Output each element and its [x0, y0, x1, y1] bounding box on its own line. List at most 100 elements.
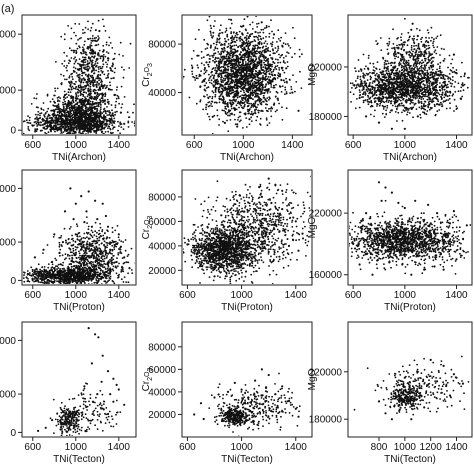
scatter-point: [271, 80, 274, 83]
scatter-point: [214, 93, 217, 96]
scatter-point: [248, 118, 251, 121]
scatter-point: [431, 107, 433, 109]
scatter-point: [272, 33, 276, 36]
scatter-point: [42, 126, 45, 129]
scatter-point: [122, 76, 125, 79]
y-axis-title: Cr2O3: [141, 63, 154, 87]
scatter-point: [80, 103, 83, 106]
scatter-point: [263, 73, 266, 75]
scatter-point: [434, 105, 436, 108]
scatter-point: [257, 22, 260, 25]
scatter-point: [84, 128, 86, 131]
scatter-point: [247, 59, 250, 61]
scatter-point: [91, 102, 94, 105]
scatter-point: [93, 111, 96, 114]
scatter-point: [254, 110, 256, 112]
scatter-point: [103, 127, 106, 130]
scatter-point: [254, 78, 257, 81]
scatter-point: [33, 97, 36, 99]
scatter-point: [78, 46, 81, 49]
scatter-point: [104, 103, 106, 105]
scatter-point: [89, 111, 92, 114]
scatter-point: [214, 47, 217, 50]
scatter-point: [214, 91, 217, 93]
scatter-point: [183, 68, 186, 71]
scatter-point: [216, 78, 219, 81]
scatter-point: [237, 119, 239, 121]
scatter-point: [419, 113, 422, 116]
scatter-point: [100, 55, 103, 58]
scatter-point: [239, 53, 241, 55]
scatter-point: [37, 106, 39, 109]
x-tick-label: 600: [186, 140, 203, 151]
scatter-point: [57, 96, 60, 98]
scatter-point: [230, 39, 233, 42]
scatter-point: [449, 77, 451, 79]
scatter-point: [73, 31, 75, 34]
scatter-point: [95, 36, 97, 39]
scatter-point: [17, 115, 19, 117]
scatter-point: [79, 98, 81, 101]
scatter-point: [99, 139, 101, 141]
scatter-point: [77, 92, 79, 94]
scatter-point: [359, 75, 362, 78]
scatter-point: [222, 102, 225, 104]
scatter-point: [81, 46, 84, 49]
scatter-point: [109, 67, 112, 70]
scatter-point: [82, 130, 84, 133]
scatter-point: [378, 81, 380, 84]
x-tick-label: 1400: [108, 140, 131, 151]
plot-frame: [21, 14, 137, 136]
scatter-point: [46, 110, 49, 113]
scatter-point: [103, 107, 106, 110]
scatter-point: [233, 81, 236, 84]
scatter-point: [90, 42, 93, 44]
scatter-point: [66, 122, 69, 125]
scatter-point: [64, 100, 66, 103]
scatter-point: [264, 77, 266, 80]
scatter-point: [59, 133, 62, 134]
scatter-point: [256, 115, 259, 118]
scatter-point: [87, 133, 90, 134]
scatter-point: [44, 123, 46, 126]
scatter-point: [59, 114, 62, 117]
scatter-point: [248, 123, 251, 126]
scatter-point: [298, 55, 301, 58]
scatter-point: [226, 111, 229, 114]
scatter-point: [35, 116, 38, 119]
scatter-point: [460, 86, 463, 89]
scatter-point: [72, 49, 75, 52]
scatter-point: [233, 94, 236, 96]
scatter-point: [240, 90, 242, 93]
scatter-point: [84, 40, 86, 43]
scatter-point: [97, 38, 100, 41]
scatter-point: [227, 68, 230, 71]
scatter-point: [263, 101, 265, 103]
scatter-point: [87, 110, 89, 113]
scatter-point: [90, 63, 93, 66]
scatter-point: [402, 98, 404, 101]
scatter-point: [269, 97, 271, 100]
scatter-point: [98, 86, 101, 89]
scatter-point: [48, 114, 51, 117]
scatter-point: [246, 50, 248, 52]
y-tick-label: 80000: [148, 40, 176, 51]
scatter-point: [225, 88, 228, 90]
scatter-point: [239, 40, 242, 42]
scatter-point: [227, 78, 230, 81]
scatter-point: [197, 54, 200, 57]
scatter-point: [37, 110, 40, 113]
scatter-point: [91, 74, 94, 77]
scatter-point: [239, 103, 242, 105]
scatter-point: [102, 54, 105, 56]
scatter-point: [461, 95, 464, 98]
scatter-point: [210, 103, 213, 105]
scatter-point: [276, 97, 279, 100]
scatter-point: [343, 97, 345, 99]
scatter-point: [96, 119, 99, 122]
scatter-point: [108, 36, 111, 39]
scatter-point: [214, 56, 217, 59]
scatter-point: [70, 104, 73, 107]
scatter-point: [222, 81, 225, 83]
scatter-point: [35, 136, 37, 138]
